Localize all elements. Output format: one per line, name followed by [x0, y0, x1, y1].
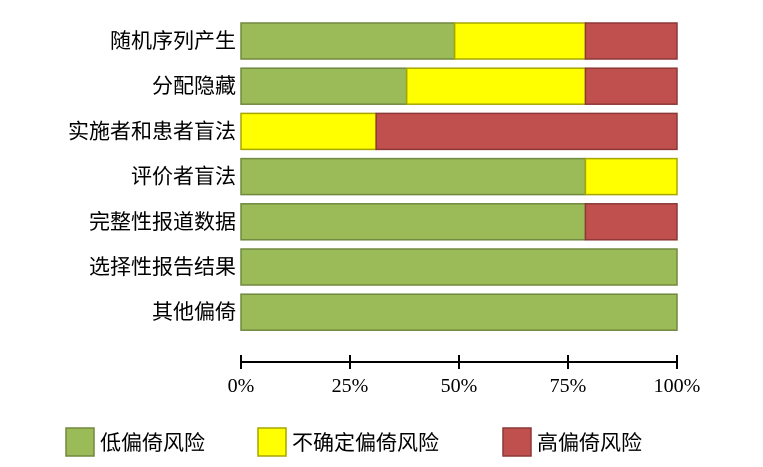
category-label: 分配隐藏 — [152, 74, 236, 98]
bar-segment-high-risk-row-5 — [584, 203, 678, 241]
bar-segment-high-risk-row-2 — [584, 67, 678, 105]
legend-swatch-unclear-risk — [257, 427, 287, 457]
legend-label-high-risk: 高偏倚风险 — [537, 431, 642, 455]
bar-segment-low-risk-row-2 — [240, 67, 408, 105]
legend-swatch-high-risk — [502, 427, 532, 457]
category-labels: 随机序列产生分配隐藏实施者和患者盲法评价者盲法完整性报道数据选择性报告结果其他偏… — [68, 29, 236, 324]
x-tick-label: 100% — [654, 375, 701, 397]
bar-segment-unclear-risk-row-4 — [584, 157, 678, 196]
legend-label-unclear-risk: 不确定偏倚风险 — [292, 431, 439, 455]
legend: 低偏倚风险 不确定偏倚风险 高偏倚风险 — [65, 427, 642, 457]
category-label: 评价者盲法 — [131, 165, 236, 189]
bar-segment-high-risk-row-1 — [584, 22, 678, 60]
bar-segment-low-risk-row-1 — [240, 22, 456, 60]
category-label: 随机序列产生 — [110, 29, 236, 53]
bar-segment-high-risk-row-3 — [375, 112, 678, 151]
legend-item-unclear-risk: 不确定偏倚风险 — [257, 427, 439, 457]
legend-swatch-low-risk — [65, 427, 95, 457]
bar-segment-unclear-risk-row-2 — [405, 67, 587, 105]
x-tick-label: 25% — [332, 375, 369, 397]
category-label: 完整性报道数据 — [89, 210, 236, 234]
x-axis-ticks: 0% 25% 50% 75% 100% — [228, 355, 701, 397]
category-label: 选择性报告结果 — [89, 255, 236, 279]
x-tick-label: 50% — [441, 375, 478, 397]
category-label: 实施者和患者盲法 — [68, 119, 236, 143]
bar-segment-low-risk-row-6 — [240, 248, 678, 286]
bar-segment-low-risk-row-7 — [240, 293, 678, 331]
category-label: 其他偏倚 — [152, 300, 236, 324]
x-tick-label: 0% — [228, 375, 255, 397]
legend-label-low-risk: 低偏倚风险 — [100, 431, 205, 455]
legend-item-low-risk: 低偏倚风险 — [65, 427, 205, 457]
bar-segment-low-risk-row-4 — [240, 157, 587, 196]
x-tick-label: 75% — [550, 375, 587, 397]
bar-segment-unclear-risk-row-1 — [453, 22, 587, 60]
bar-segment-unclear-risk-row-3 — [240, 112, 377, 151]
legend-item-high-risk: 高偏倚风险 — [502, 427, 642, 457]
x-axis: 0% 25% 50% 75% 100% — [228, 355, 701, 397]
bars-group — [240, 22, 678, 331]
bar-segment-low-risk-row-5 — [240, 203, 587, 241]
